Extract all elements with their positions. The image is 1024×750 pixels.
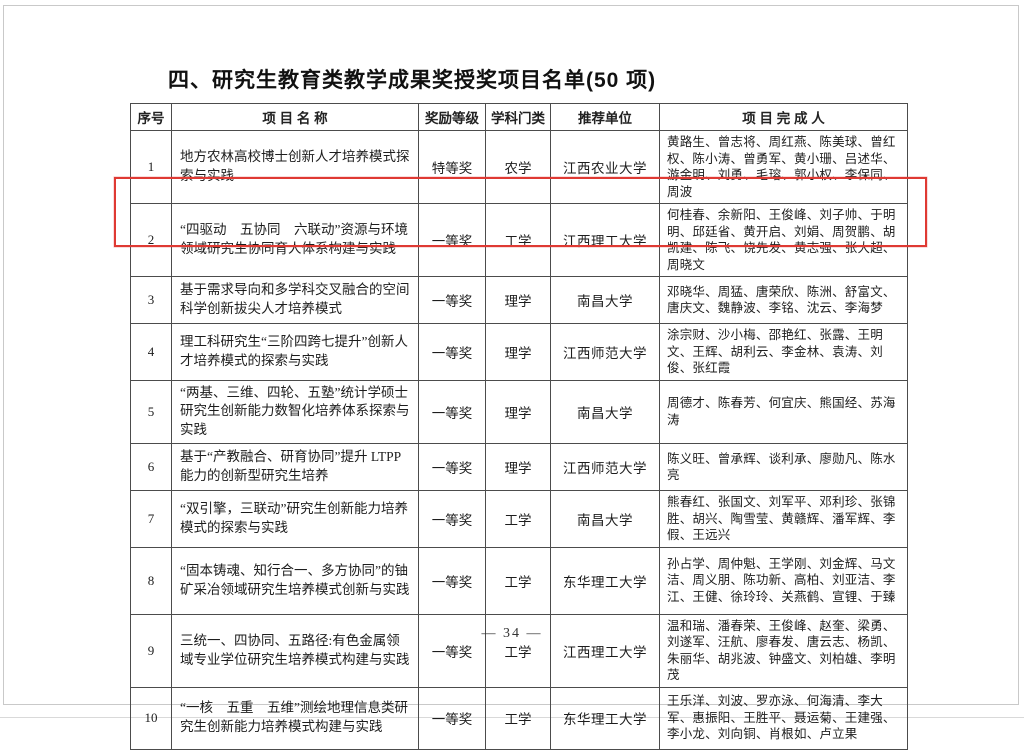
row-number: 2 xyxy=(130,203,172,277)
table-header-row: 序号项 目 名 称奖励等级 学科门类 推荐单位项 目 完 成 人 xyxy=(130,103,908,131)
project-members: 熊春红、张国文、刘军平、邓利珍、张锦胜、胡兴、陶雪莹、黄赣辉、潘军辉、李假、王远… xyxy=(659,490,908,548)
recommending-unit: 东华理工大学 xyxy=(550,546,660,615)
discipline-category: 理学 xyxy=(485,323,551,381)
table-row: 1 地方农林高校博士创新人才培养模式探索与实践 特等奖 农学 江西农业大学 黄路生、曾志将… xyxy=(130,130,908,204)
recommending-unit: 东华理工大学 xyxy=(550,686,660,750)
table-row: 8 “固本铸魂、知行合一、多方协同”的铀矿采冶领域研究生培养模式创新与实践 一等奖工… xyxy=(130,546,908,615)
project-members: 涂宗财、沙小梅、邵艳红、张露、王明文、王辉、胡利云、李金林、袁涛、刘俊、张红霞 xyxy=(659,323,908,381)
discipline-category: 理学 xyxy=(485,379,551,445)
table-row: 6 基于“产教融合、研育协同”提升 LTPP 能力的创新型研究生培养 一等奖 理学 江西… xyxy=(130,443,908,492)
recommending-unit: 南昌大学 xyxy=(550,490,660,548)
column-header: 学科门类 xyxy=(485,103,551,131)
row-number: 3 xyxy=(130,276,172,324)
award-level: 一等奖 xyxy=(418,546,486,615)
row-number: 8 xyxy=(130,546,172,615)
table-row: 5 “两基、三维、四轮、五塾”统计学硕士研究生创新能力数智化培养体系探索与实践 一等… xyxy=(130,379,908,445)
award-level: 一等奖 xyxy=(418,443,486,492)
table-row: 10 “一核 五重 五维”测绘地理信息类研究生创新能力培养模式构建与实践 一等奖 工学… xyxy=(130,686,908,750)
recommending-unit: 江西师范大学 xyxy=(550,443,660,492)
project-name: 基于“产教融合、研育协同”提升 LTPP 能力的创新型研究生培养 xyxy=(171,443,419,492)
project-name: “固本铸魂、知行合一、多方协同”的铀矿采冶领域研究生培养模式创新与实践 xyxy=(171,546,419,615)
column-header: 项 目 完 成 人 xyxy=(659,103,908,131)
award-level: 一等奖 xyxy=(418,323,486,381)
project-name: 三统一、四协同、五路径:有色金属领域专业学位研究生培养模式构建与实践 xyxy=(171,613,419,688)
discipline-category: 工学 xyxy=(485,613,551,688)
row-number: 6 xyxy=(130,443,172,492)
project-members: 黄路生、曾志将、周红燕、陈美球、曾红权、陈小涛、曾勇军、黄小珊、吕述华、游金明、… xyxy=(659,130,908,204)
project-name: “双引擎，三联动”研究生创新能力培养模式的探索与实践 xyxy=(171,490,419,548)
project-name: “四驱动 五协同 六联动”资源与环境领域研究生协同育人体系构建与实践 xyxy=(171,203,419,277)
discipline-category: 农学 xyxy=(485,130,551,204)
table-row: 9 三统一、四协同、五路径:有色金属领域专业学位研究生培养模式构建与实践 一等奖 工学… xyxy=(130,613,908,688)
recommending-unit: 南昌大学 xyxy=(550,276,660,324)
discipline-category: 工学 xyxy=(485,490,551,548)
discipline-category: 工学 xyxy=(485,546,551,615)
project-members: 陈义旺、曾承辉、谈利承、廖勋凡、陈水亮 xyxy=(659,443,908,492)
row-number: 5 xyxy=(130,379,172,445)
project-name: 基于需求导向和多学科交叉融合的空间科学创新拔尖人才培养模式 xyxy=(171,276,419,324)
project-members: 邓晓华、周猛、唐荣欣、陈洲、舒富文、唐庆文、魏静波、李铭、沈云、李海梦 xyxy=(659,276,908,324)
project-members: 何桂春、余新阳、王俊峰、刘子帅、于明明、邱廷省、黄开启、刘娟、周贺鹏、胡凯建、陈… xyxy=(659,203,908,277)
project-name: 理工科研究生“三阶四跨七提升”创新人才培养模式的探索与实践 xyxy=(171,323,419,381)
awards-table: 序号项 目 名 称奖励等级 学科门类 推荐单位项 目 完 成 人 1 地方农林高校博士… xyxy=(130,103,908,750)
project-name: 地方农林高校博士创新人才培养模式探索与实践 xyxy=(171,130,419,204)
project-members: 温和瑞、潘春荣、王俊峰、赵奎、梁勇、刘遂军、汪航、廖春发、唐云志、杨凯、朱丽华、… xyxy=(659,613,908,688)
discipline-category: 工学 xyxy=(485,203,551,277)
award-level: 一等奖 xyxy=(418,379,486,445)
row-number: 1 xyxy=(130,130,172,204)
project-name: “两基、三维、四轮、五塾”统计学硕士研究生创新能力数智化培养体系探索与实践 xyxy=(171,379,419,445)
award-level: 一等奖 xyxy=(418,490,486,548)
project-name: “一核 五重 五维”测绘地理信息类研究生创新能力培养模式构建与实践 xyxy=(171,686,419,750)
column-header: 推荐单位 xyxy=(550,103,660,131)
recommending-unit: 江西农业大学 xyxy=(550,130,660,204)
table-row: 4 理工科研究生“三阶四跨七提升”创新人才培养模式的探索与实践 一等奖 理学 江西师范大… xyxy=(130,323,908,381)
page-title: 四、研究生教育类教学成果奖授奖项目名单(50 项) xyxy=(168,69,657,92)
discipline-category: 理学 xyxy=(485,443,551,492)
page-number: — 34 — xyxy=(481,626,543,641)
discipline-category: 理学 xyxy=(485,276,551,324)
recommending-unit: 江西理工大学 xyxy=(550,613,660,688)
table-row: 2 “四驱动 五协同 六联动”资源与环境领域研究生协同育人体系构建与实践 一等奖 工学… xyxy=(130,203,908,277)
project-members: 周德才、陈春芳、何宜庆、熊国经、苏海涛 xyxy=(659,379,908,445)
table-row: 7 “双引擎，三联动”研究生创新能力培养模式的探索与实践 一等奖 工学 南昌大学 熊春红、… xyxy=(130,490,908,548)
recommending-unit: 江西师范大学 xyxy=(550,323,660,381)
table-body: 1 地方农林高校博士创新人才培养模式探索与实践 特等奖 农学 江西农业大学 黄路生、曾志将… xyxy=(130,130,908,750)
row-number: 7 xyxy=(130,490,172,548)
recommending-unit: 南昌大学 xyxy=(550,379,660,445)
award-level: 一等奖 xyxy=(418,276,486,324)
table-row: 3 基于需求导向和多学科交叉融合的空间科学创新拔尖人才培养模式 一等奖 理学 南昌大学邓… xyxy=(130,276,908,324)
column-header: 奖励等级 xyxy=(418,103,486,131)
project-members: 王乐洋、刘波、罗亦泳、何海清、李大军、惠振阳、王胜平、聂运菊、王建强、李小龙、刘… xyxy=(659,686,908,750)
award-level: 一等奖 xyxy=(418,686,486,750)
recommending-unit: 江西理工大学 xyxy=(550,203,660,277)
column-header: 序号 xyxy=(130,103,172,131)
discipline-category: 工学 xyxy=(485,686,551,750)
award-level: 一等奖 xyxy=(418,203,486,277)
award-level: 特等奖 xyxy=(418,130,486,204)
row-number: 4 xyxy=(130,323,172,381)
project-members: 孙占学、周仲魁、王学刚、刘金辉、马文洁、周义朋、陈功新、高柏、刘亚洁、李江、王健… xyxy=(659,546,908,615)
column-header: 项 目 名 称 xyxy=(171,103,419,131)
row-number: 10 xyxy=(130,686,172,750)
